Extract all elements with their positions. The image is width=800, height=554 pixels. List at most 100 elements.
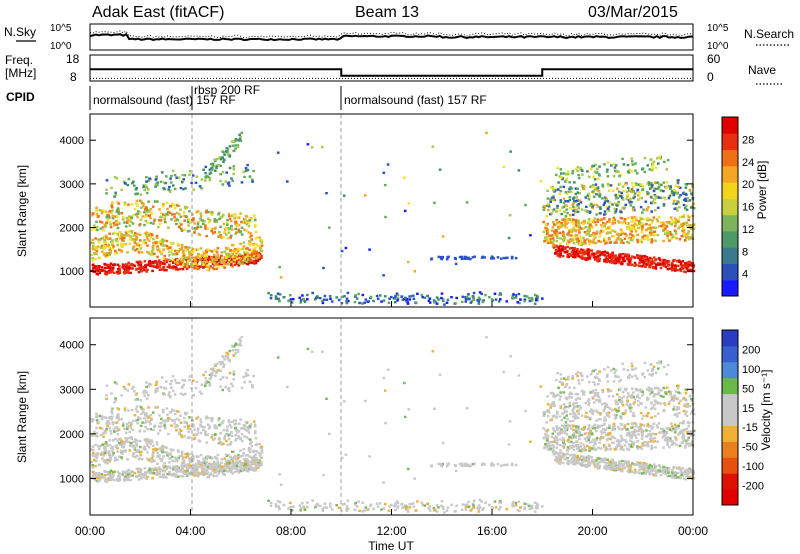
power-cell: [579, 168, 583, 171]
power-cell: [176, 218, 179, 222]
velocity-cell: [260, 456, 264, 459]
power-cell: [146, 250, 149, 254]
power-cell: [654, 209, 657, 212]
velocity-cell: [638, 472, 642, 475]
velocity-cell: [191, 472, 195, 475]
power-cell: [583, 256, 587, 260]
power-cell: [162, 213, 165, 216]
power-cell: [116, 207, 120, 210]
velocity-cell: [250, 468, 254, 471]
power-cell: [342, 194, 346, 197]
power-cell: [161, 268, 164, 271]
power-cell: [644, 256, 648, 259]
power-cell: [246, 254, 250, 257]
power-cell: [246, 247, 249, 250]
velocity-cell: [136, 439, 139, 442]
power-cell: [322, 298, 326, 301]
power-cell: [93, 270, 97, 273]
power-cell: [668, 267, 671, 270]
power-cell: [222, 262, 226, 265]
colorbar-tick: 20: [742, 179, 754, 191]
power-cell: [563, 204, 567, 207]
power-cell: [104, 243, 108, 246]
velocity-cell: [117, 408, 121, 411]
velocity-cell: [248, 442, 252, 445]
power-cell: [114, 191, 117, 194]
power-cell: [533, 293, 537, 297]
power-cell: [570, 230, 574, 234]
power-cell: [169, 204, 173, 208]
power-cell: [546, 189, 549, 192]
power-cell: [581, 173, 584, 176]
velocity-cell: [144, 412, 148, 415]
velocity-cell: [104, 430, 107, 433]
velocity-cell: [162, 408, 165, 412]
power-cell: [102, 229, 105, 232]
velocity-cell: [188, 453, 191, 456]
power-cell: [174, 268, 178, 271]
power-cell: [139, 206, 143, 209]
power-cell: [260, 254, 263, 258]
power-cell: [565, 226, 569, 230]
power-cell: [120, 237, 124, 240]
power-cell: [558, 231, 562, 235]
velocity-cell: [114, 397, 117, 400]
velocity-cell: [197, 439, 201, 442]
power-cell: [131, 222, 135, 225]
power-cell: [345, 299, 348, 303]
power-cell: [499, 298, 502, 301]
power-cell: [598, 235, 601, 238]
power-cell: [133, 264, 137, 268]
power-cell: [253, 250, 256, 253]
power-cell: [127, 261, 130, 264]
power-cell: [104, 234, 108, 237]
power-cell: [653, 233, 657, 236]
velocity-cell: [580, 458, 584, 462]
power-cell: [620, 262, 624, 266]
power-cell: [597, 190, 601, 193]
power-cell: [130, 216, 133, 220]
velocity-cell: [117, 416, 120, 419]
power-cell: [650, 238, 654, 241]
power-cell: [147, 188, 150, 191]
power-cell: [278, 299, 281, 303]
power-cell: [106, 266, 110, 269]
power-cell: [169, 250, 172, 253]
power-cell: [543, 239, 546, 243]
power-cell: [186, 230, 190, 233]
velocity-cell: [193, 466, 197, 469]
power-cell: [638, 264, 642, 268]
power-cell: [144, 219, 147, 223]
power-cell: [91, 242, 95, 245]
noise-panel: N.Sky 10^5 10^0 10^5 10^0 N.Search: [4, 23, 794, 52]
power-cell: [577, 255, 581, 258]
power-cell: [614, 194, 617, 197]
power-cell: [236, 224, 239, 227]
power-cell: [128, 215, 131, 218]
velocity-cell: [626, 460, 630, 463]
power-cell: [223, 158, 226, 161]
power-cell: [684, 236, 688, 240]
power-cell: [139, 193, 143, 196]
velocity-cell: [133, 471, 137, 475]
velocity-cell: [146, 428, 149, 431]
velocity-cell: [225, 428, 229, 431]
power-cell: [633, 216, 636, 219]
power-cell: [228, 184, 231, 187]
power-cell: [562, 247, 565, 250]
power-cell: [601, 183, 604, 186]
power-cell: [335, 296, 338, 299]
power-cell: [619, 210, 622, 213]
power-cell: [653, 201, 657, 205]
velocity-cell: [258, 464, 261, 468]
power-cell: [175, 211, 179, 215]
power-cell: [454, 302, 457, 305]
velocity-cell: [95, 415, 99, 418]
power-cell: [568, 247, 572, 250]
power-cell: [544, 236, 547, 239]
velocity-cell: [167, 416, 170, 420]
velocity-cell: [638, 468, 641, 472]
power-cell: [244, 167, 248, 170]
power-cell: [481, 255, 485, 258]
power-cell: [255, 258, 258, 262]
